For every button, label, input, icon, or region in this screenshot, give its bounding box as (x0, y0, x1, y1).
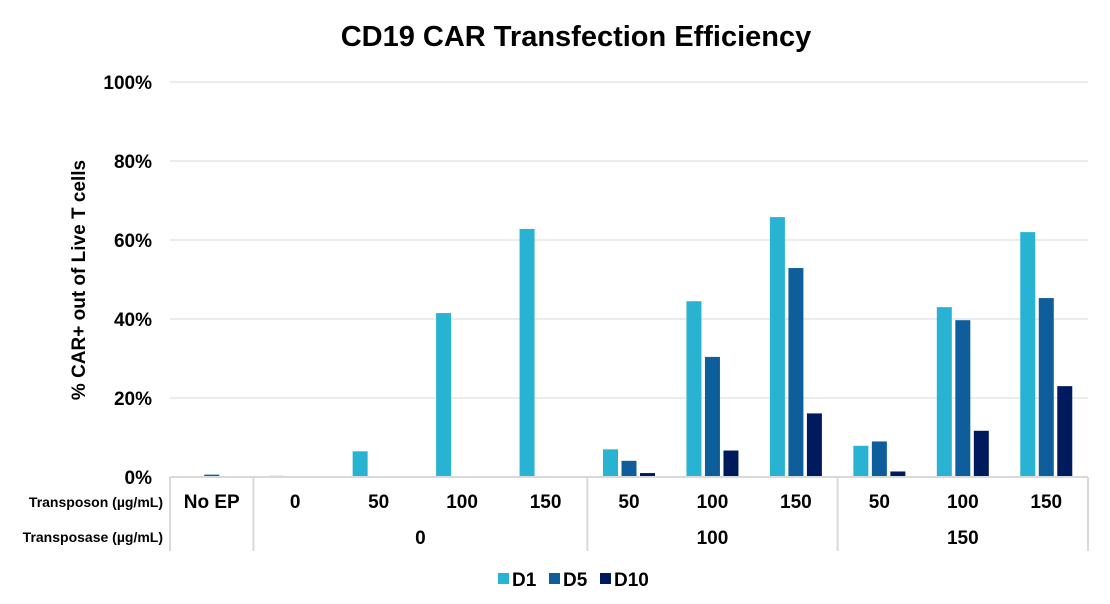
bar-D10-10 (1057, 386, 1073, 477)
transposase-label: 150 (947, 528, 979, 549)
y-tick-label: 80% (114, 152, 152, 173)
transposon-label: 50 (368, 492, 389, 513)
bar-D5-9 (955, 320, 971, 477)
bar-D5-10 (1038, 298, 1054, 477)
transposon-label: 150 (1030, 492, 1062, 513)
bar-D1-6 (686, 301, 702, 477)
y-tick-label: 40% (114, 310, 152, 331)
bar-D10-7 (806, 413, 822, 477)
legend-label-D1: D1 (512, 570, 537, 591)
transposon-label: 100 (446, 492, 478, 513)
transposase-label: 100 (697, 528, 729, 549)
bar-D1-8 (853, 445, 869, 477)
bar-D5-7 (788, 268, 804, 477)
bar-D10-6 (723, 450, 739, 477)
y-tick-label: 60% (114, 231, 152, 252)
y-axis-label: % CAR+ out of Live T cells (69, 160, 90, 400)
transposon-row-label: Transposon (µg/mL) (29, 494, 163, 510)
bar-D10-9 (973, 430, 989, 477)
bar-D10-8 (890, 471, 906, 477)
bar-D1-3 (436, 313, 452, 477)
bar-D10-5 (640, 473, 655, 477)
transposase-label: 0 (415, 528, 426, 549)
bar-D1-2 (352, 451, 368, 477)
bar-D1-4 (519, 228, 535, 477)
y-tick-label: 100% (103, 73, 152, 94)
bar-D5-8 (871, 441, 887, 477)
transposon-label: 50 (869, 492, 890, 513)
legend-swatch-D10 (600, 573, 611, 584)
transposon-label: 0 (290, 492, 301, 513)
transposon-label: 100 (947, 492, 979, 513)
transposon-label: 150 (530, 492, 562, 513)
transposon-label: 50 (618, 492, 639, 513)
legend-swatch-D5 (549, 573, 560, 584)
y-tick-label: 0% (125, 468, 153, 489)
legend-label-D10: D10 (614, 570, 649, 591)
bar-D1-7 (769, 217, 785, 477)
bar-D1-10 (1020, 232, 1036, 477)
transposon-label: No EP (184, 492, 240, 513)
transposase-row-label: Transposase (µg/mL) (23, 529, 163, 545)
bar-D5-0 (204, 474, 220, 477)
y-tick-label: 20% (114, 389, 152, 410)
legend-label-D5: D5 (563, 570, 588, 591)
transposon-label: 150 (780, 492, 812, 513)
bar-D5-5 (621, 460, 637, 477)
bar-D1-5 (603, 449, 618, 477)
legend-swatch-D1 (498, 573, 509, 584)
transposon-label: 100 (697, 492, 729, 513)
chart-title: CD19 CAR Transfection Efficiency (341, 21, 812, 53)
bar-D5-6 (704, 356, 720, 477)
bar-D1-9 (936, 307, 952, 477)
